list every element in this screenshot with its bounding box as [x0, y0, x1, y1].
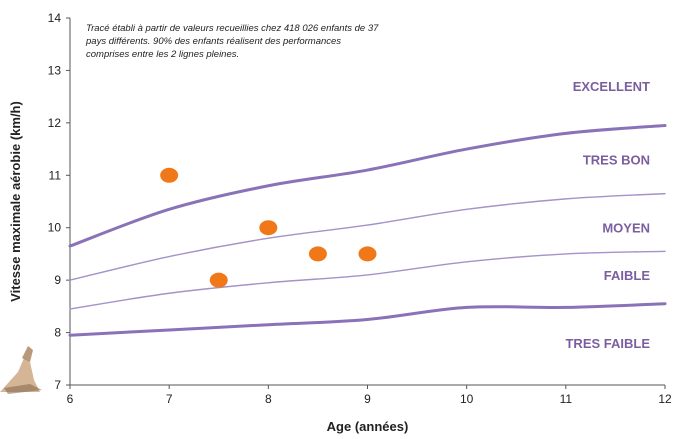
- x-tick-label: 10: [460, 392, 474, 406]
- x-tick-label: 11: [560, 392, 573, 406]
- x-tick-label: 12: [658, 392, 672, 406]
- series-line-1: [68, 123, 667, 248]
- axis-titles: Age (années) Vitesse maximale aérobie (km…: [8, 101, 408, 434]
- y-tick-label: 9: [54, 273, 61, 287]
- data-point: [358, 246, 377, 262]
- chart-note: Tracé établi à partir de valeurs recueil…: [85, 23, 379, 60]
- band-label: MOYEN: [602, 221, 650, 236]
- data-point: [308, 246, 327, 262]
- series-line-2: [69, 192, 666, 281]
- band-label: EXCELLENT: [573, 79, 650, 94]
- note-line: Tracé établi à partir de valeurs recueil…: [86, 23, 379, 34]
- x-tick-label: 8: [265, 392, 272, 406]
- percentile-lines: [68, 123, 667, 337]
- series-line-3: [69, 250, 666, 310]
- band-label: TRES FAIBLE: [565, 336, 650, 351]
- y-axis-title: Vitesse maximale aérobie (km/h): [8, 101, 23, 302]
- y-tick-label: 10: [48, 221, 62, 235]
- data-points: [160, 167, 377, 288]
- data-point: [259, 220, 278, 236]
- data-point: [209, 272, 228, 288]
- band-labels: EXCELLENT TRES BON MOYEN FAIBLE TRES FAIBLE: [565, 79, 650, 351]
- note-line: comprises entre les 2 lignes pleines.: [86, 49, 239, 60]
- y-tick-label: 13: [48, 63, 62, 77]
- band-label: TRES BON: [583, 153, 650, 168]
- data-point: [160, 167, 179, 183]
- y-tick-label: 12: [48, 116, 62, 130]
- x-tick-label: 6: [67, 392, 74, 406]
- runner-figure-icon: [0, 346, 42, 394]
- series-line-4: [68, 302, 667, 337]
- x-tick-label: 7: [166, 392, 173, 406]
- y-tick-label: 7: [54, 378, 61, 392]
- x-tick-label: 9: [364, 392, 371, 406]
- x-axis-title: Age (années): [327, 419, 409, 434]
- band-label: FAIBLE: [604, 268, 651, 283]
- y-tick-label: 11: [49, 168, 62, 182]
- note-line: pays différents. 90% des enfants réalise…: [85, 36, 341, 47]
- y-tick-label: 8: [54, 326, 61, 340]
- y-tick-label: 14: [48, 11, 62, 25]
